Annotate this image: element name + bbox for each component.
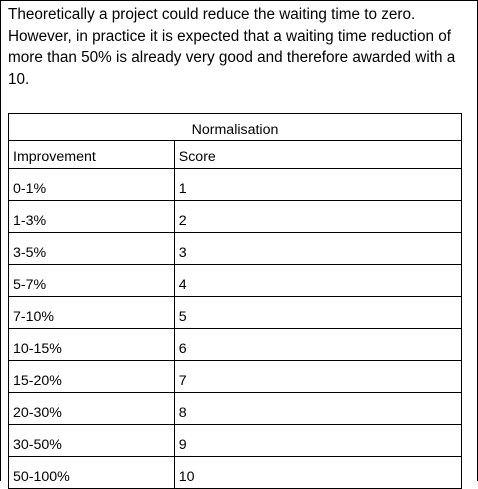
table-row: 5-7% 4 xyxy=(8,264,463,297)
score-cell: 7 xyxy=(173,360,463,393)
table-row: 30-50% 9 xyxy=(8,424,463,457)
improvement-cell: 7-10% xyxy=(8,296,175,329)
table-title-row: Normalisation xyxy=(8,113,462,141)
improvement-cell: 30-50% xyxy=(8,424,175,457)
improvement-cell: 5-7% xyxy=(8,264,175,297)
score-cell: 5 xyxy=(173,296,463,329)
improvement-cell: 20-30% xyxy=(8,392,175,425)
improvement-cell: 3-5% xyxy=(8,232,175,265)
score-cell: 4 xyxy=(173,264,463,297)
table-header-row: Improvement Score xyxy=(8,140,463,169)
improvement-cell: 0-1% xyxy=(8,168,175,201)
table-row: 3-5% 3 xyxy=(8,232,463,265)
score-cell: 8 xyxy=(173,392,463,425)
score-cell: 1 xyxy=(173,168,463,201)
table-title: Normalisation xyxy=(8,113,462,141)
improvement-cell: 15-20% xyxy=(8,360,175,393)
score-cell: 2 xyxy=(173,200,463,233)
column-header-improvement: Improvement xyxy=(8,140,175,169)
table-row: 10-15% 6 xyxy=(8,328,463,361)
table-row: 0-1% 1 xyxy=(8,168,463,201)
improvement-cell: 10-15% xyxy=(8,328,175,361)
improvement-cell: 50-100% xyxy=(8,456,175,489)
score-cell: 3 xyxy=(173,232,463,265)
table-row: 1-3% 2 xyxy=(8,200,463,233)
table-row: 50-100% 10 xyxy=(8,456,463,489)
score-cell: 10 xyxy=(173,456,463,489)
table-row: 20-30% 8 xyxy=(8,392,463,425)
score-cell: 6 xyxy=(173,328,463,361)
intro-paragraph: Theoretically a project could reduce the… xyxy=(8,6,456,88)
normalisation-table: Normalisation Improvement Score 0-1% 1 1… xyxy=(8,113,463,489)
score-cell: 9 xyxy=(173,424,463,457)
column-header-score: Score xyxy=(173,140,463,169)
table-row: 7-10% 5 xyxy=(8,296,463,329)
improvement-cell: 1-3% xyxy=(8,200,175,233)
table-row: 15-20% 7 xyxy=(8,360,463,393)
